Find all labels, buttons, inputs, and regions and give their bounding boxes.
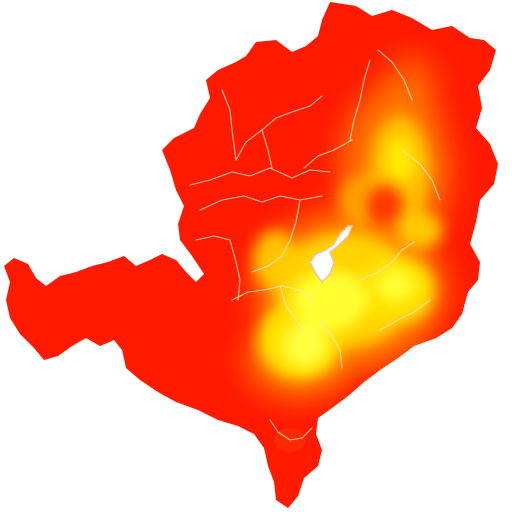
lake: [309, 225, 354, 284]
heat-zone: [245, 55, 450, 409]
internal-boundaries: [189, 49, 441, 441]
